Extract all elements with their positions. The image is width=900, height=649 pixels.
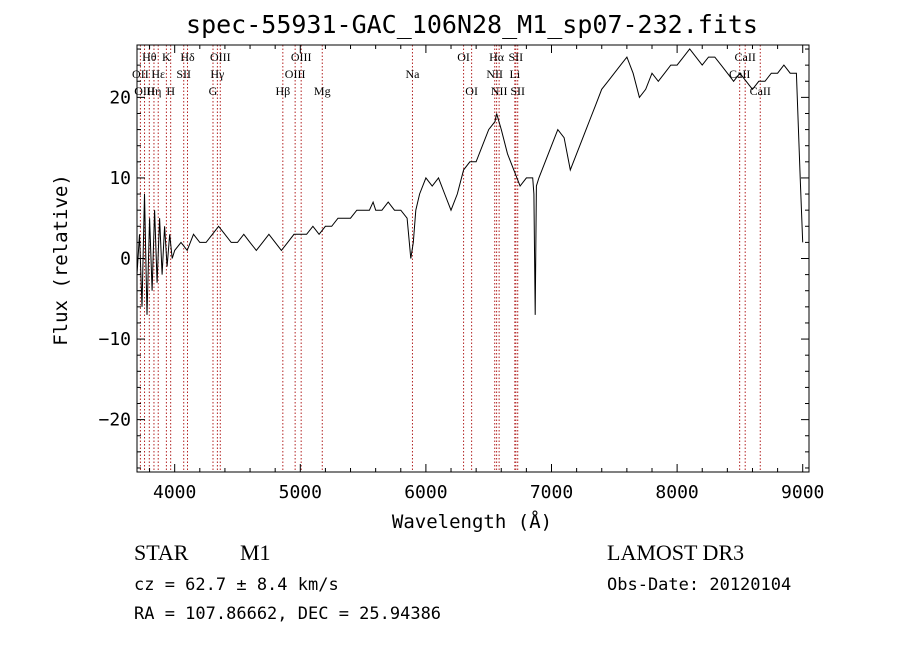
line-marker-label: OI bbox=[465, 84, 478, 98]
coordinates: RA = 107.86662, DEC = 25.94386 bbox=[134, 604, 441, 624]
x-axis-ticks: 4000 5000 6000 7000 8000 9000 bbox=[149, 45, 824, 503]
object-class: STAR bbox=[134, 540, 189, 565]
line-marker-labels: Hθ OII OIII Hε Hη K H Hδ SII OIII Hγ G Hβ OIII OIII Mg N… bbox=[132, 50, 771, 98]
object-subclass: M1 bbox=[240, 540, 271, 565]
line-marker-label: Hβ bbox=[275, 84, 290, 98]
line-marker-label: Hγ bbox=[210, 67, 225, 81]
line-marker-label: CaII bbox=[750, 84, 771, 98]
line-marker-label: NII bbox=[491, 84, 508, 98]
y-tick-label: −10 bbox=[98, 329, 131, 350]
line-marker-label: Hη bbox=[146, 84, 161, 98]
x-tick-label: 8000 bbox=[655, 482, 698, 503]
line-marker-label: Mg bbox=[314, 84, 331, 98]
x-axis-label: Wavelength (Å) bbox=[392, 510, 552, 533]
observation-date: Obs-Date: 20120104 bbox=[607, 575, 791, 595]
line-marker-label: SII bbox=[508, 50, 523, 64]
line-marker-label: Hθ bbox=[142, 50, 157, 64]
line-marker-label: Hε bbox=[151, 67, 165, 81]
y-tick-label: 10 bbox=[109, 168, 131, 189]
chart-title: spec-55931-GAC_106N28_M1_sp07-232.fits bbox=[186, 10, 758, 39]
line-marker-label: OIII bbox=[134, 84, 155, 98]
x-tick-label: 9000 bbox=[781, 482, 824, 503]
line-marker-label: OIII bbox=[210, 50, 231, 64]
line-marker-label: OII bbox=[132, 67, 149, 81]
y-tick-label: 0 bbox=[120, 249, 131, 270]
line-marker-label: OIII bbox=[285, 67, 306, 81]
redshift-cz: cz = 62.7 ± 8.4 km/s bbox=[134, 575, 339, 595]
survey-name: LAMOST DR3 bbox=[607, 540, 744, 565]
x-tick-label: 5000 bbox=[279, 482, 322, 503]
x-tick-label: 4000 bbox=[153, 482, 196, 503]
line-marker-label: OI bbox=[457, 50, 470, 64]
line-markers bbox=[139, 45, 761, 472]
line-marker-label: CaII bbox=[735, 50, 756, 64]
y-tick-label: −20 bbox=[98, 410, 131, 431]
line-marker-label: Hδ bbox=[180, 50, 195, 64]
line-marker-label: SII bbox=[510, 84, 525, 98]
line-marker-label: Hα bbox=[489, 50, 505, 64]
spectrum-line bbox=[136, 48, 804, 315]
y-axis-ticks: −20 −10 0 10 20 bbox=[98, 48, 809, 469]
line-marker-label: H bbox=[166, 84, 175, 98]
x-tick-label: 6000 bbox=[404, 482, 447, 503]
line-marker-label: Li bbox=[509, 67, 520, 81]
line-marker-label: OIII bbox=[291, 50, 312, 64]
y-tick-label: 20 bbox=[109, 87, 131, 108]
plot-frame bbox=[136, 44, 810, 473]
line-marker-label: NII bbox=[486, 67, 503, 81]
line-marker-label: K bbox=[162, 50, 171, 64]
line-marker-label: Na bbox=[405, 67, 420, 81]
line-marker-label: G bbox=[209, 84, 218, 98]
y-axis-label: Flux (relative) bbox=[50, 174, 72, 346]
line-marker-label: SII bbox=[176, 67, 191, 81]
x-tick-label: 7000 bbox=[530, 482, 573, 503]
